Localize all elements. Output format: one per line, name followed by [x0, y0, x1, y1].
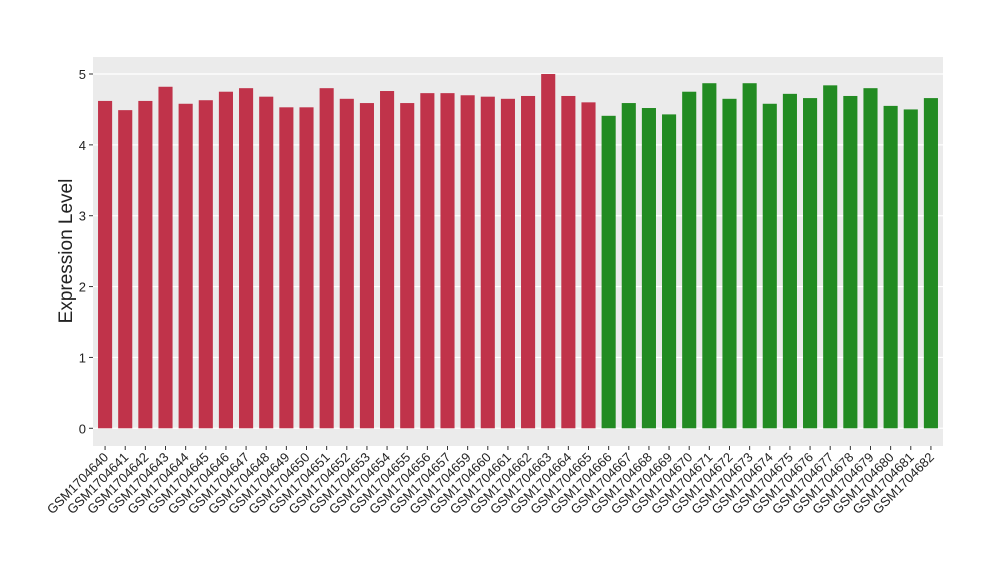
- bar: [400, 103, 415, 429]
- bar: [339, 98, 354, 429]
- bar: [299, 107, 314, 429]
- bar: [843, 95, 858, 429]
- y-axis-title: Expression Level: [56, 179, 77, 324]
- bar: [903, 109, 918, 429]
- bar: [259, 96, 274, 429]
- bar: [762, 103, 777, 429]
- bar: [218, 91, 233, 429]
- bar: [440, 93, 455, 429]
- y-tick-label: 1: [79, 350, 86, 365]
- y-tick-label: 4: [79, 138, 86, 153]
- bar: [460, 95, 475, 429]
- bar: [138, 100, 153, 429]
- bar: [359, 103, 374, 429]
- bar: [279, 107, 294, 429]
- bar: [662, 114, 677, 429]
- bar: [621, 103, 636, 429]
- y-tick-label: 5: [79, 67, 86, 82]
- bar: [782, 93, 797, 429]
- bar: [601, 115, 616, 429]
- y-tick-label: 3: [79, 209, 86, 224]
- bar: [823, 85, 838, 429]
- bar: [581, 102, 596, 429]
- bar: [158, 86, 173, 429]
- bar: [923, 98, 938, 429]
- bar: [641, 108, 656, 429]
- bar: [883, 105, 898, 429]
- plot-panel: [93, 57, 943, 446]
- bar: [742, 83, 757, 429]
- bar: [803, 98, 818, 429]
- bar: [198, 100, 213, 429]
- bar: [500, 98, 515, 429]
- bar: [118, 110, 133, 429]
- bar: [521, 95, 536, 429]
- bar: [722, 98, 737, 429]
- bar: [682, 91, 697, 429]
- bar: [863, 88, 878, 429]
- y-tick-label: 0: [79, 421, 86, 436]
- bar: [239, 88, 254, 429]
- bar: [702, 83, 717, 429]
- bar: [319, 88, 334, 429]
- bar: [480, 96, 495, 429]
- bar: [420, 93, 435, 429]
- bar: [541, 74, 556, 429]
- bar: [178, 103, 193, 429]
- bar: [98, 100, 113, 429]
- bar: [380, 91, 395, 429]
- y-tick-label: 2: [79, 280, 86, 295]
- bar: [561, 95, 576, 429]
